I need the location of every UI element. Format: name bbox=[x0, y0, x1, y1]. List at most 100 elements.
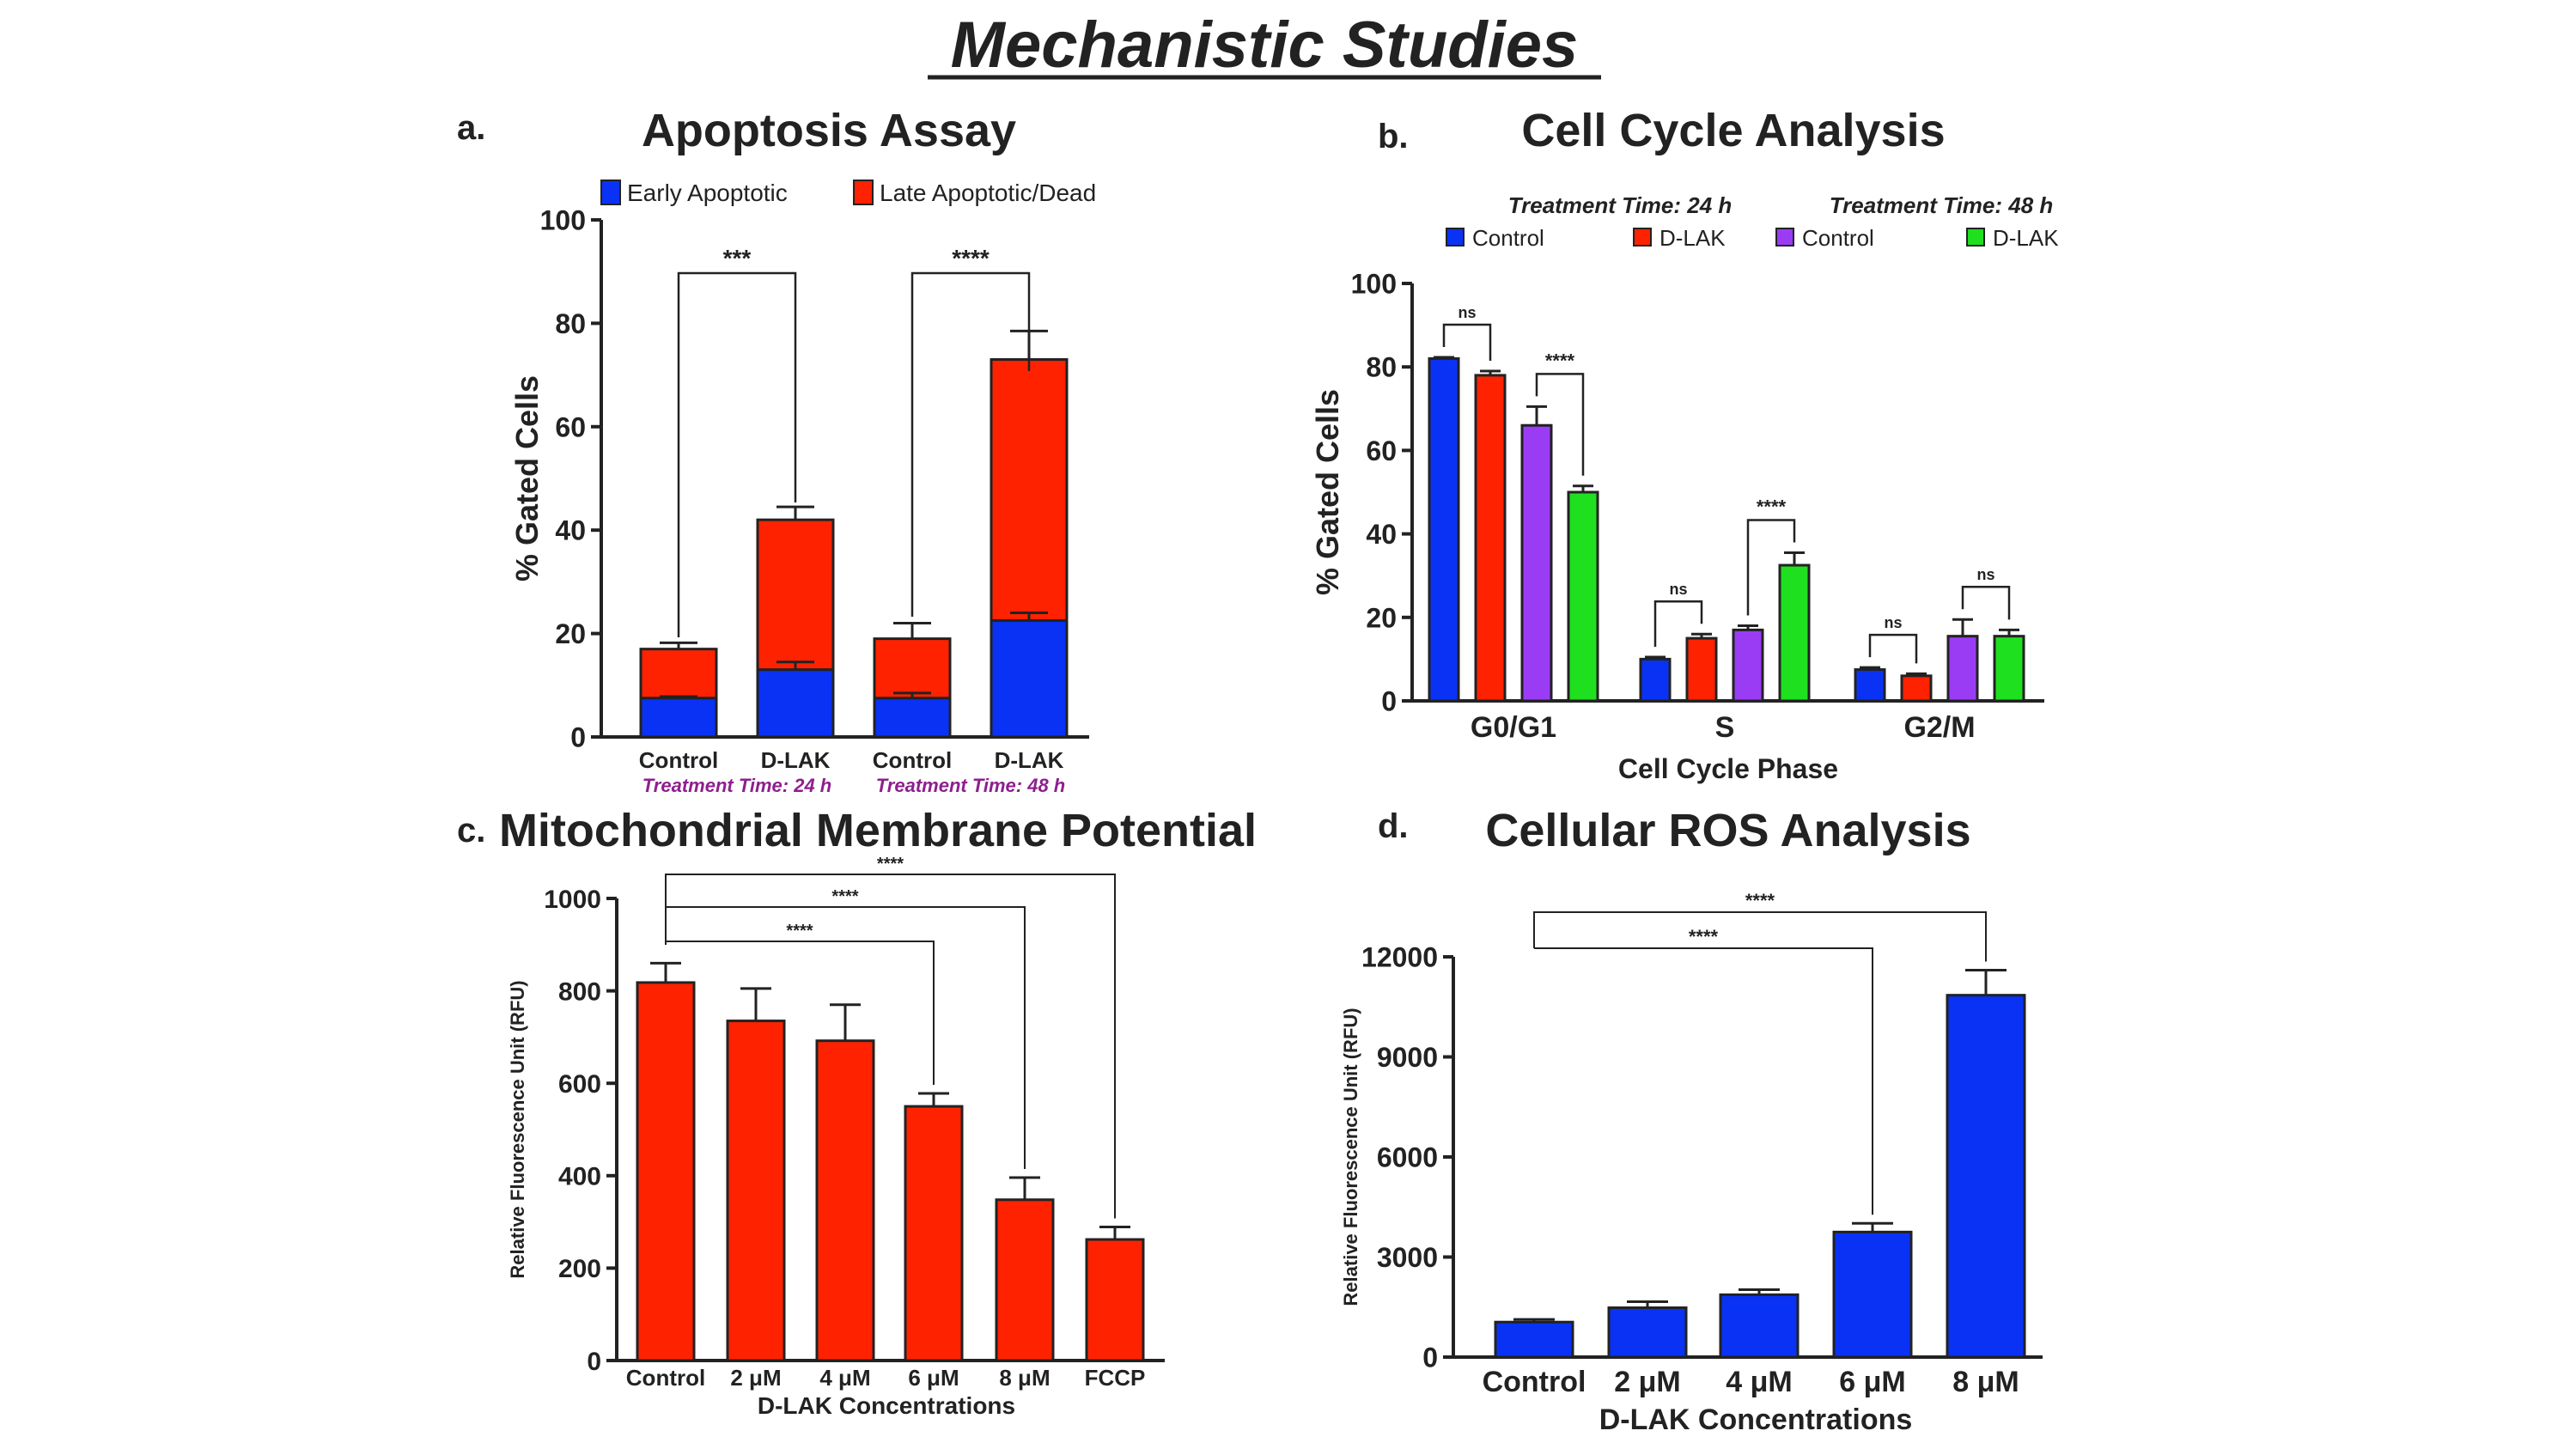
cell-cycle-bracket bbox=[1444, 325, 1490, 361]
mito-y-tick-label: 800 bbox=[558, 977, 601, 1006]
mito-y-tick-label: 200 bbox=[558, 1255, 601, 1283]
bar-blue bbox=[1855, 670, 1885, 701]
legend-label-red: D-LAK bbox=[1659, 225, 1726, 251]
figure-canvas: Mechanistic Studies a. Apoptosis Assay 0… bbox=[0, 0, 2576, 1449]
page-title: Mechanistic Studies bbox=[951, 9, 1579, 82]
apoptosis-48h-significance-label: **** bbox=[952, 245, 990, 271]
cell-cycle-y-tick-label: 100 bbox=[1351, 269, 1397, 300]
apoptosis-24h-significance-label: *** bbox=[723, 245, 752, 271]
mito-x-axis-label: D-LAK Concentrations bbox=[758, 1392, 1015, 1419]
cell-cycle-significance-label: **** bbox=[1545, 350, 1575, 371]
bar-red bbox=[1476, 375, 1505, 701]
cell-cycle-y-axis-label: % Gated Cells bbox=[1310, 389, 1345, 595]
cell-cycle-bracket bbox=[1870, 635, 1916, 663]
cell-cycle-y-tick-label: 80 bbox=[1366, 352, 1397, 383]
ros-x-tick-label: 6 μM bbox=[1839, 1366, 1905, 1398]
ros-x-tick-label: Control bbox=[1483, 1366, 1586, 1398]
bar-early-apoptotic bbox=[991, 621, 1067, 737]
legend-group-24h: Treatment Time: 24 h bbox=[1508, 192, 1733, 218]
apoptosis-x-tick-label: Control bbox=[873, 747, 952, 773]
cell-cycle-y-tick-label: 20 bbox=[1366, 602, 1397, 633]
cell-cycle-x-tick-label: S bbox=[1715, 711, 1735, 744]
bar-late-apoptotic bbox=[991, 360, 1067, 621]
cell-cycle-y-tick-label: 0 bbox=[1381, 686, 1397, 717]
legend-label-early-apoptotic: Early Apoptotic bbox=[627, 180, 788, 206]
bar-blue bbox=[1641, 659, 1670, 701]
cell-cycle-x-tick-label: G0/G1 bbox=[1471, 711, 1556, 744]
ros-x-tick-label: 4 μM bbox=[1726, 1366, 1792, 1398]
panel-mitochondrial-membrane-potential: c. Mitochondrial Membrane Potential 0 200… bbox=[457, 805, 1257, 1419]
legend-label-green: D-LAK bbox=[1993, 225, 2059, 251]
bar-red bbox=[1902, 676, 1931, 701]
ros-y-axis-label: Relative Fluorescence Unit (RFU) bbox=[1340, 1008, 1361, 1306]
apoptosis-y-tick-label: 0 bbox=[570, 722, 586, 753]
ros-y-tick-label: 0 bbox=[1422, 1342, 1438, 1373]
bar-rfu bbox=[1087, 1239, 1143, 1361]
bar-rfu bbox=[1720, 1294, 1798, 1357]
bar-rfu bbox=[1834, 1232, 1911, 1357]
apoptosis-y-tick-label: 60 bbox=[555, 411, 586, 442]
legend-label-late-apoptotic: Late Apoptotic/Dead bbox=[880, 180, 1096, 206]
mito-x-tick-label: Control bbox=[626, 1365, 705, 1391]
ros-y-tick-label: 3000 bbox=[1377, 1242, 1438, 1273]
bar-green bbox=[1994, 636, 2024, 701]
ros-y-tick-label: 9000 bbox=[1377, 1042, 1438, 1073]
bar-early-apoptotic bbox=[874, 698, 950, 737]
ros-y-tick-label: 6000 bbox=[1377, 1142, 1438, 1173]
ros-x-tick-label: 2 μM bbox=[1614, 1366, 1680, 1398]
bar-late-apoptotic bbox=[641, 649, 716, 698]
legend-swatch-green bbox=[1967, 228, 1984, 246]
mito-y-axis-label: Relative Fluorescence Unit (RFU) bbox=[507, 980, 528, 1278]
mito-y-tick-label: 600 bbox=[558, 1070, 601, 1099]
cell-cycle-y-tick-label: 40 bbox=[1366, 519, 1397, 550]
ros-x-tick-label: 8 μM bbox=[1952, 1366, 2019, 1398]
ros-bracket bbox=[1534, 912, 1986, 962]
chart-title-ros: Cellular ROS Analysis bbox=[1485, 805, 1970, 856]
bar-rfu bbox=[905, 1106, 962, 1361]
bar-late-apoptotic bbox=[874, 639, 950, 698]
chart-title-cell-cycle: Cell Cycle Analysis bbox=[1521, 105, 1945, 156]
mito-x-tick-label: 4 μM bbox=[819, 1365, 870, 1391]
cell-cycle-significance-label: ns bbox=[1458, 304, 1476, 321]
panel-letter-d: d. bbox=[1378, 807, 1409, 845]
bar-purple bbox=[1522, 425, 1551, 701]
legend-swatch-red bbox=[1634, 228, 1651, 246]
apoptosis-y-tick-label: 80 bbox=[555, 308, 586, 339]
panel-letter-c: c. bbox=[457, 812, 485, 849]
cell-cycle-x-tick-label: G2/M bbox=[1903, 711, 1975, 744]
mito-bracket bbox=[666, 941, 934, 1085]
apoptosis-x-tick-label: D-LAK bbox=[995, 747, 1064, 773]
bar-rfu bbox=[817, 1041, 874, 1361]
panel-cell-cycle-analysis: b. Cell Cycle Analysis 0 20 40 60 80 100 % Gat… bbox=[1310, 105, 2059, 784]
bar-early-apoptotic bbox=[641, 698, 716, 737]
ros-x-axis-label: D-LAK Concentrations bbox=[1599, 1403, 1913, 1436]
mito-significance-label: **** bbox=[831, 887, 858, 906]
cell-cycle-significance-label: ns bbox=[1976, 566, 1994, 583]
cell-cycle-significance-label: ns bbox=[1669, 581, 1687, 598]
apoptosis-y-tick-label: 100 bbox=[540, 205, 586, 236]
ros-y-tick-label: 12000 bbox=[1361, 942, 1438, 973]
legend-label-blue: Control bbox=[1472, 225, 1544, 251]
legend-swatch-early-apoptotic bbox=[601, 180, 620, 204]
legend-group-48h: Treatment Time: 48 h bbox=[1830, 192, 2054, 218]
legend-label-purple: Control bbox=[1802, 225, 1874, 251]
mito-y-tick-label: 400 bbox=[558, 1163, 601, 1191]
bar-early-apoptotic bbox=[758, 670, 833, 737]
apoptosis-x-tick-label: D-LAK bbox=[761, 747, 831, 773]
bar-rfu bbox=[996, 1200, 1053, 1361]
mito-significance-label: **** bbox=[786, 922, 813, 941]
ros-significance-label: **** bbox=[1745, 890, 1775, 911]
chart-title-apoptosis: Apoptosis Assay bbox=[642, 105, 1016, 156]
apoptosis-y-axis-label: % Gated Cells bbox=[509, 375, 545, 581]
panel-apoptosis-assay: a. Apoptosis Assay 0 20 40 60 80 100 % Gated C… bbox=[457, 105, 1096, 796]
chart-title-mitochondrial: Mitochondrial Membrane Potential bbox=[499, 805, 1257, 856]
ros-significance-label: **** bbox=[1689, 926, 1719, 947]
mito-x-tick-label: FCCP bbox=[1085, 1365, 1146, 1391]
mito-y-tick-label: 0 bbox=[587, 1348, 601, 1376]
bar-rfu bbox=[1609, 1308, 1686, 1357]
apoptosis-x-tick-label: Control bbox=[639, 747, 718, 773]
bar-purple bbox=[1733, 630, 1763, 701]
apoptosis-y-tick-label: 20 bbox=[555, 618, 586, 649]
legend-swatch-late-apoptotic bbox=[854, 180, 873, 204]
panel-letter-a: a. bbox=[457, 109, 485, 147]
